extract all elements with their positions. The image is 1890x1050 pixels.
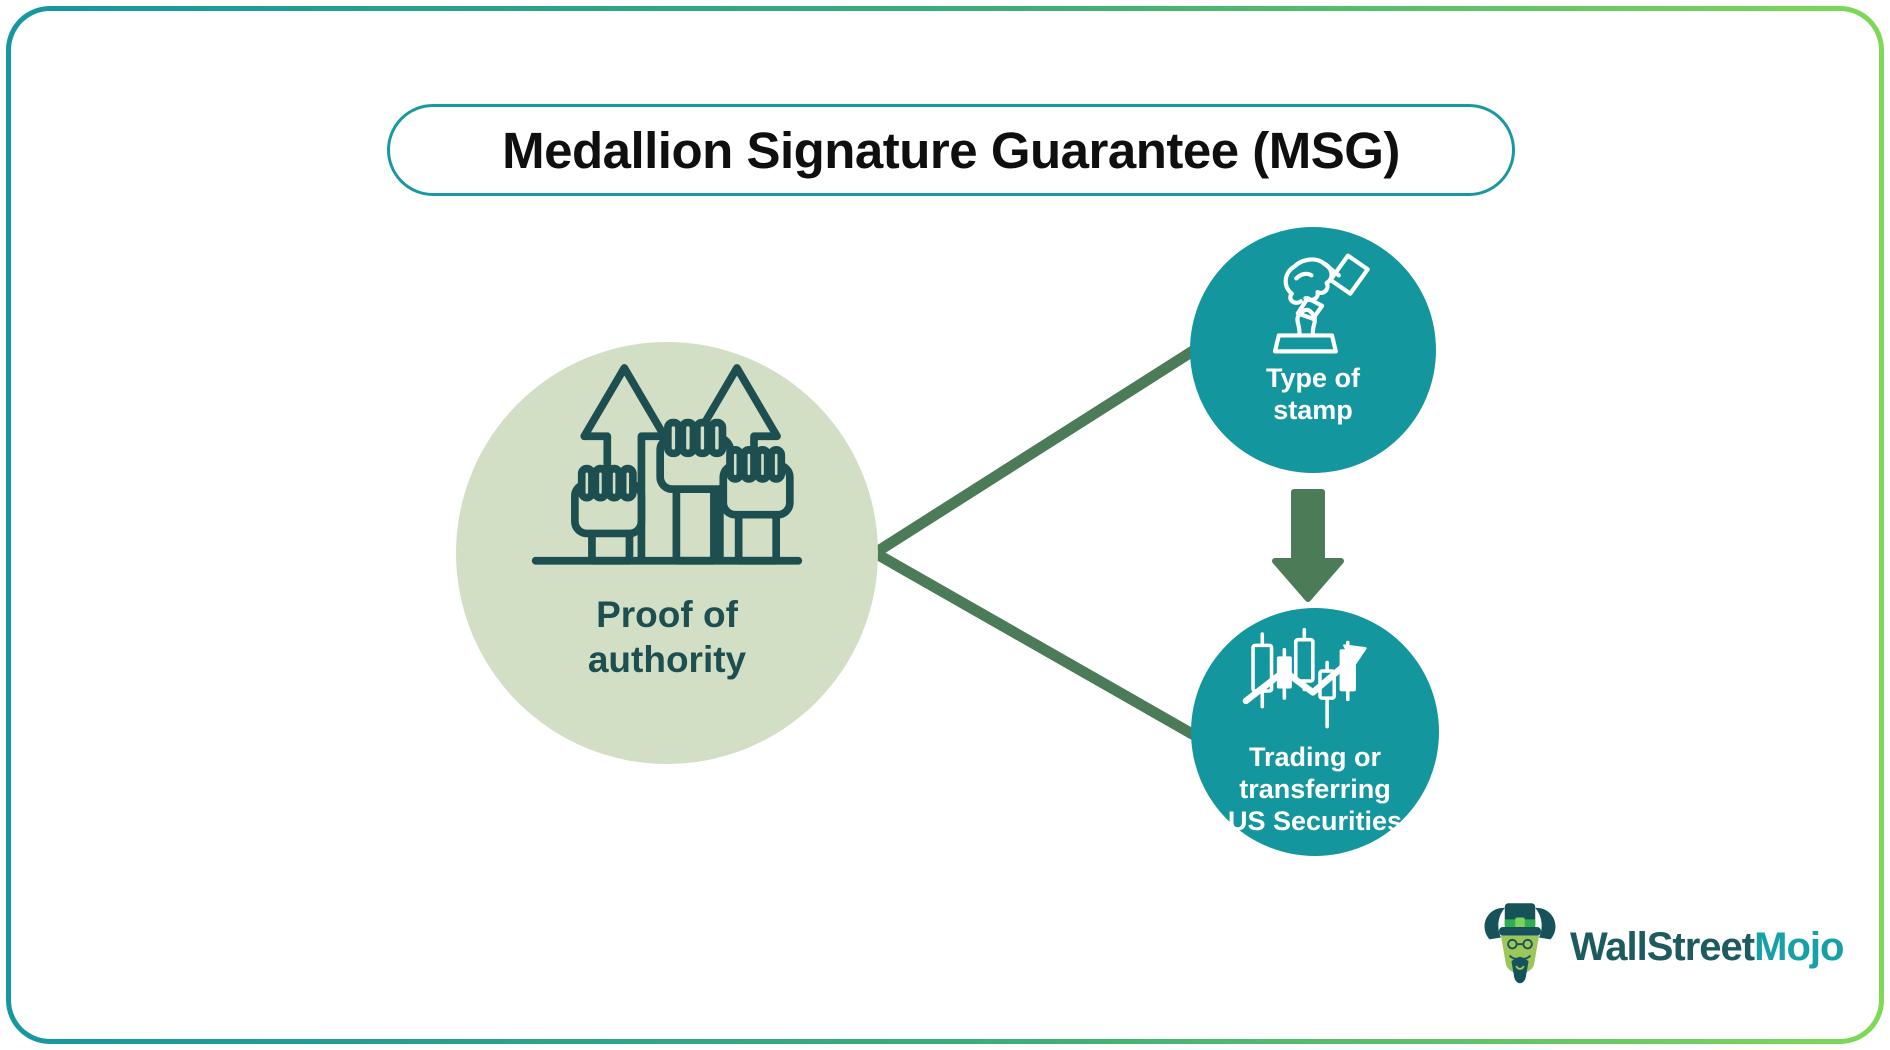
hand-stamp-icon [1272, 253, 1370, 354]
top-node-label-line2: stamp [1273, 394, 1353, 425]
node-proof-of-authority: Proof of authority [456, 342, 878, 764]
bottom-node-label-line2: transferring [1239, 773, 1391, 804]
raised-fists-arrows-icon [531, 364, 803, 565]
bottom-node-label-line1: Trading or [1248, 742, 1381, 772]
node-trading-transferring: Trading or transferring US Securities [1191, 608, 1439, 856]
candlestick-chart-icon [1242, 627, 1367, 729]
node-type-of-stamp: Type of stamp [1190, 227, 1436, 473]
connector-to-type-of-stamp [872, 344, 1199, 558]
center-node-label: Proof of authority [588, 592, 746, 682]
center-label-line1: Proof of [596, 594, 738, 635]
center-label-line2: authority [587, 639, 747, 681]
top-node-label: Type of stamp [1266, 363, 1360, 427]
brand-wordmark-part1: WallStreet [1570, 924, 1755, 969]
down-arrow [1272, 489, 1344, 602]
brand-logo: WallStreetMojo [1480, 893, 1844, 1001]
title-box: Medallion Signature Guarantee (MSG) [387, 104, 1515, 196]
brand-wordmark: WallStreetMojo [1570, 924, 1844, 970]
page-title: Medallion Signature Guarantee (MSG) [502, 121, 1400, 179]
brand-wordmark-part2: Mojo [1754, 924, 1844, 969]
bull-mascot-icon [1484, 903, 1556, 984]
connector-to-trading [872, 548, 1197, 740]
bottom-node-label-line3: US Securities [1227, 805, 1403, 836]
top-node-label-line1: Type of [1266, 363, 1360, 393]
bottom-node-label: Trading or transferring US Securities [1228, 742, 1402, 838]
